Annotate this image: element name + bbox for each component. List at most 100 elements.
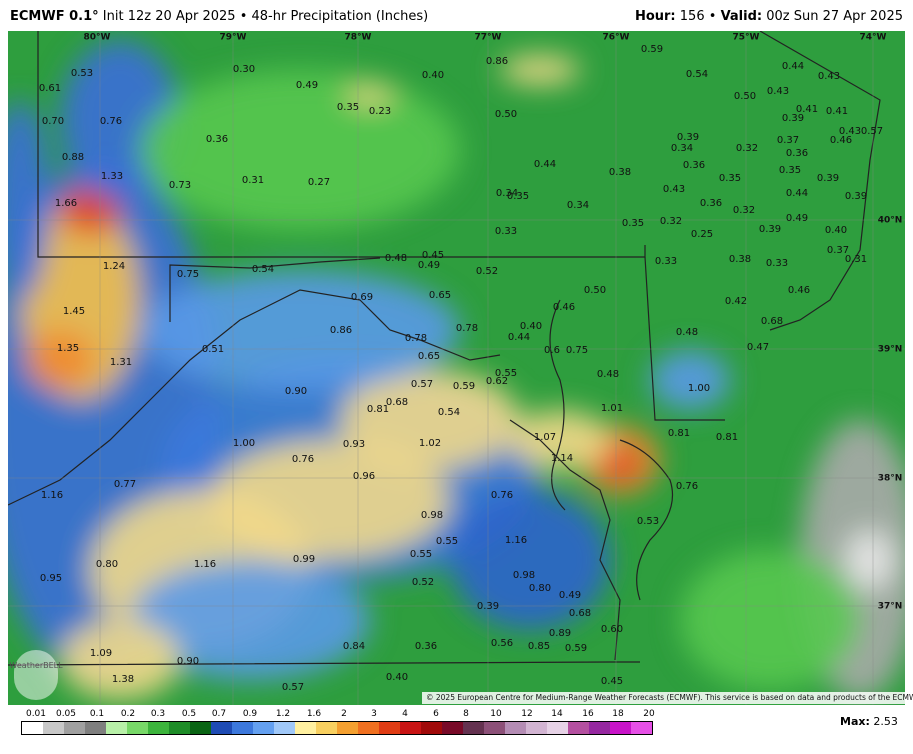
map-value: 0.59 bbox=[641, 44, 663, 55]
map-value: 0.69 bbox=[351, 292, 373, 303]
colorbar-swatch bbox=[169, 722, 190, 734]
lat-label: 37°N bbox=[878, 602, 903, 612]
map-value: 0.31 bbox=[242, 175, 264, 186]
map-value: 0.49 bbox=[559, 590, 581, 601]
precip-area bbox=[500, 55, 580, 85]
map-value: 0.53 bbox=[71, 68, 93, 79]
map-value: 0.68 bbox=[569, 608, 591, 619]
map-value: 1.45 bbox=[63, 306, 85, 317]
map-value: 0.56 bbox=[491, 638, 513, 649]
map-value: 0.35 bbox=[719, 173, 741, 184]
map-value: 0.95 bbox=[40, 573, 62, 584]
map-value: 0.81 bbox=[716, 432, 738, 443]
map-value: 0.43 bbox=[839, 126, 861, 137]
map-value: 0.36 bbox=[700, 198, 722, 209]
map-value: 0.68 bbox=[386, 397, 408, 408]
lon-label: 78°W bbox=[345, 33, 372, 43]
map-value: 0.46 bbox=[830, 135, 852, 146]
map-value: 0.98 bbox=[421, 510, 443, 521]
map-value: 0.50 bbox=[734, 91, 756, 102]
map-value: 0.80 bbox=[96, 559, 118, 570]
map-value: 0.27 bbox=[308, 177, 330, 188]
map-value: 0.88 bbox=[62, 152, 84, 163]
map-value: 0.46 bbox=[788, 285, 810, 296]
map-value: 0.57 bbox=[861, 126, 883, 137]
map-value: 0.40 bbox=[825, 225, 847, 236]
colorbar-label: 0.7 bbox=[212, 709, 226, 719]
map-value: 0.31 bbox=[845, 254, 867, 265]
colorbar-label: 0.5 bbox=[182, 709, 196, 719]
map-value: 1.16 bbox=[505, 535, 527, 546]
colorbar-swatch bbox=[64, 722, 85, 734]
map-value: 0.46 bbox=[553, 302, 575, 313]
map-value: 0.39 bbox=[477, 601, 499, 612]
colorbar-swatch bbox=[106, 722, 127, 734]
map-value: 0.40 bbox=[520, 321, 542, 332]
colorbar-swatch bbox=[526, 722, 547, 734]
colorbar-label: 1.2 bbox=[276, 709, 290, 719]
map-value: 0.49 bbox=[418, 260, 440, 271]
colorbar-swatch bbox=[400, 722, 421, 734]
map-value: 0.65 bbox=[418, 351, 440, 362]
map-value: 0.32 bbox=[660, 216, 682, 227]
colorbar-swatch bbox=[631, 722, 652, 734]
colorbar-label: 10 bbox=[490, 709, 502, 719]
map-value: 0.37 bbox=[827, 245, 849, 256]
map-value: 0.33 bbox=[495, 226, 517, 237]
map-value: 0.34 bbox=[496, 188, 518, 199]
map-value: 0.40 bbox=[422, 70, 444, 81]
lon-label: 75°W bbox=[733, 33, 760, 43]
map-value: 0.34 bbox=[567, 200, 589, 211]
map-value: 0.48 bbox=[676, 327, 698, 338]
colorbar-label: 0.05 bbox=[56, 709, 76, 719]
precip-area bbox=[680, 550, 860, 690]
map-value: 0.59 bbox=[453, 381, 475, 392]
map-value: 0.35 bbox=[337, 102, 359, 113]
map-value: 0.6 bbox=[544, 345, 560, 356]
colorbar-label: 1.6 bbox=[307, 709, 322, 719]
map-value: 0.52 bbox=[412, 577, 434, 588]
colorbar-label: 0.2 bbox=[121, 709, 135, 719]
map-value: 0.43 bbox=[663, 184, 685, 195]
colorbar-swatch bbox=[43, 722, 64, 734]
map-value: 0.65 bbox=[429, 290, 451, 301]
map-value: 0.38 bbox=[609, 167, 631, 178]
map-value: 1.01 bbox=[601, 403, 623, 414]
map-value: 0.57 bbox=[282, 682, 304, 693]
map-value: 0.70 bbox=[42, 116, 64, 127]
precip-area bbox=[340, 370, 520, 470]
precip-area bbox=[25, 330, 95, 390]
colorbar-swatch bbox=[421, 722, 442, 734]
map-value: 0.89 bbox=[549, 628, 571, 639]
map-value: 0.33 bbox=[766, 258, 788, 269]
map-value: 0.54 bbox=[252, 264, 274, 275]
precip-area bbox=[60, 620, 180, 700]
map-value: 0.50 bbox=[495, 109, 517, 120]
map-value: 0.49 bbox=[786, 213, 808, 224]
map-value: 0.39 bbox=[759, 224, 781, 235]
colorbar-swatch bbox=[547, 722, 568, 734]
colorbar-swatch bbox=[442, 722, 463, 734]
map-value: 0.32 bbox=[736, 143, 758, 154]
map-value: 0.99 bbox=[293, 554, 315, 565]
map-value: 0.96 bbox=[353, 471, 375, 482]
map-value: 0.42 bbox=[725, 296, 747, 307]
lon-label: 79°W bbox=[220, 33, 247, 43]
map-value: 0.33 bbox=[655, 256, 677, 267]
map-value: 0.50 bbox=[584, 285, 606, 296]
lon-label: 74°W bbox=[860, 33, 887, 43]
logo: WeatherBELL bbox=[9, 661, 63, 670]
colorbar-label: 2 bbox=[341, 709, 347, 719]
lat-label: 38°N bbox=[878, 474, 903, 484]
map-value: 0.57 bbox=[411, 379, 433, 390]
map-value: 0.77 bbox=[114, 479, 136, 490]
colorbar-label: 14 bbox=[551, 709, 563, 719]
map-value: 0.44 bbox=[786, 188, 808, 199]
map-value: 1.38 bbox=[112, 674, 134, 685]
colorbar-label: 0.3 bbox=[151, 709, 165, 719]
map-value: 0.35 bbox=[622, 218, 644, 229]
colorbar-swatch bbox=[589, 722, 610, 734]
map-value: 0.85 bbox=[528, 641, 550, 652]
lon-label: 77°W bbox=[475, 33, 502, 43]
